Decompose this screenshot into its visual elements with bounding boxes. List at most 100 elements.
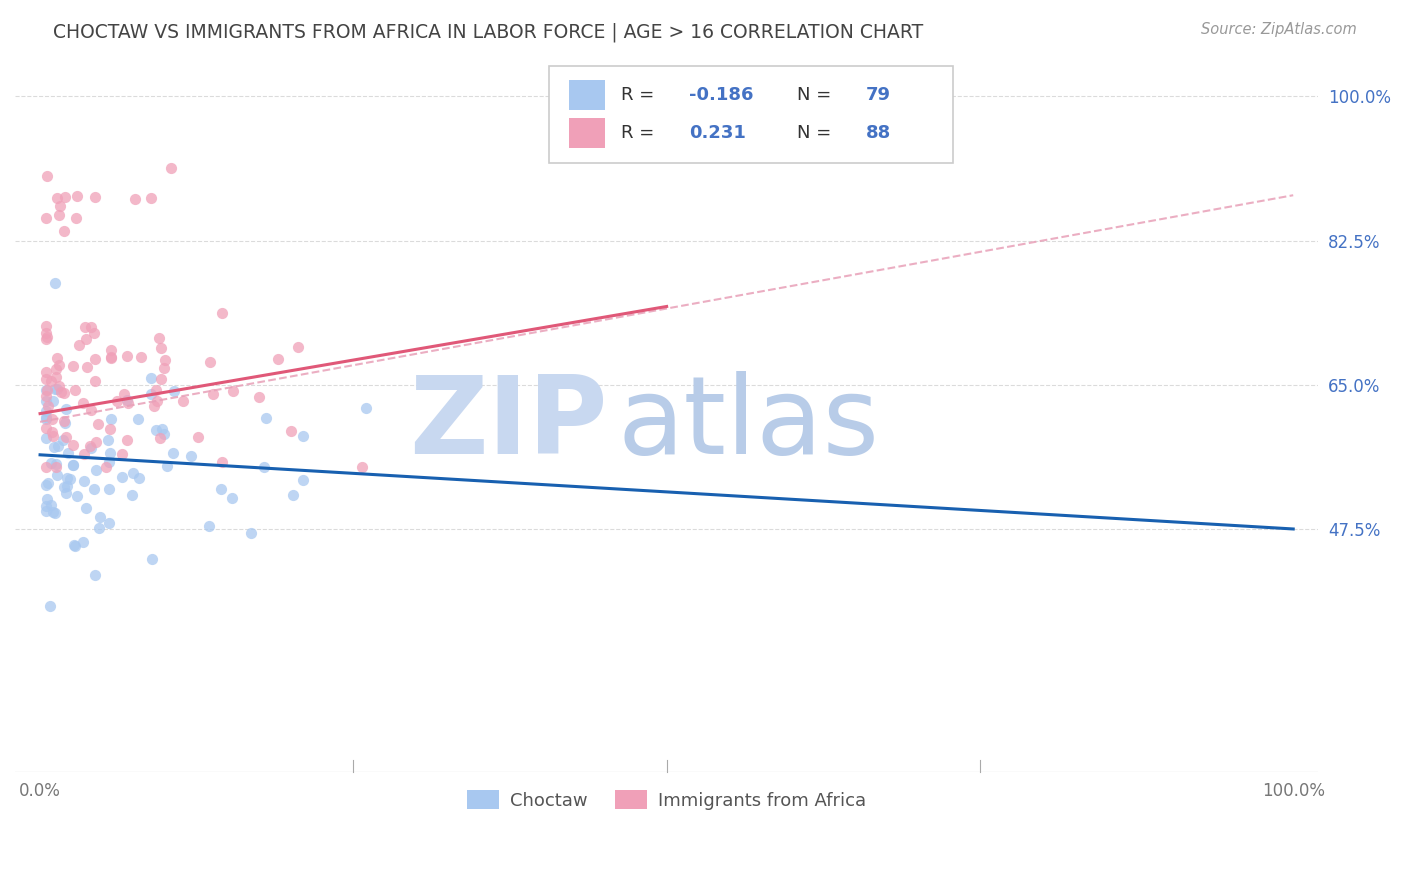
- Point: [35, 326, 58, 341]
- Point: [112, 387, 135, 401]
- Point: [52, 224, 75, 238]
- Point: [100, 412, 122, 426]
- Point: [84, 462, 107, 476]
- Point: [56, 479, 79, 493]
- Point: [97, 482, 120, 496]
- Point: [121, 488, 143, 502]
- Point: [84, 190, 107, 204]
- Point: [35, 389, 58, 403]
- Point: [146, 394, 169, 409]
- Point: [45, 460, 67, 475]
- Point: [35, 211, 58, 226]
- Point: [84, 567, 107, 582]
- Text: R =: R =: [621, 87, 659, 104]
- Point: [148, 331, 170, 345]
- Point: [42, 393, 65, 408]
- Point: [35, 332, 58, 346]
- Point: [76, 360, 98, 375]
- Point: [45, 468, 67, 483]
- Point: [94, 460, 117, 475]
- Text: Source: ZipAtlas.com: Source: ZipAtlas.com: [1201, 22, 1357, 37]
- Point: [100, 343, 122, 357]
- Point: [63, 383, 86, 397]
- Point: [127, 412, 149, 426]
- Point: [89, 510, 111, 524]
- Point: [46, 191, 69, 205]
- Point: [44, 506, 66, 520]
- Point: [75, 332, 97, 346]
- Point: [72, 396, 94, 410]
- Point: [38, 599, 60, 613]
- Point: [291, 473, 314, 487]
- Point: [111, 470, 134, 484]
- Point: [150, 342, 173, 356]
- Point: [65, 211, 87, 225]
- Point: [354, 401, 377, 416]
- Point: [35, 169, 58, 184]
- Point: [105, 393, 128, 408]
- Point: [52, 386, 75, 401]
- Point: [280, 424, 302, 438]
- Point: [117, 349, 139, 363]
- Point: [62, 458, 84, 472]
- FancyBboxPatch shape: [550, 66, 953, 162]
- Point: [283, 488, 305, 502]
- Point: [44, 382, 66, 396]
- Bar: [569, 80, 606, 111]
- Point: [62, 359, 84, 374]
- Point: [42, 440, 65, 454]
- Point: [222, 384, 245, 398]
- Point: [83, 482, 105, 496]
- Point: [45, 362, 67, 376]
- Point: [211, 306, 233, 320]
- Text: ZIP: ZIP: [409, 371, 607, 477]
- Text: -0.186: -0.186: [689, 87, 754, 104]
- Point: [67, 338, 90, 352]
- Point: [201, 386, 224, 401]
- Point: [52, 433, 75, 447]
- Point: [53, 414, 76, 428]
- Point: [87, 521, 110, 535]
- Point: [142, 399, 165, 413]
- Point: [35, 431, 58, 445]
- Point: [100, 446, 122, 460]
- Point: [100, 351, 122, 366]
- Point: [44, 277, 66, 291]
- Point: [145, 383, 167, 397]
- Point: [56, 446, 79, 460]
- Point: [292, 429, 315, 443]
- Point: [209, 482, 232, 496]
- Point: [155, 353, 177, 368]
- Point: [41, 411, 63, 425]
- Point: [267, 352, 290, 367]
- Point: [62, 438, 84, 452]
- Point: [73, 447, 96, 461]
- Point: [139, 371, 162, 385]
- Point: [35, 330, 58, 344]
- Point: [84, 352, 107, 367]
- Point: [211, 455, 233, 469]
- Point: [42, 505, 65, 519]
- Point: [45, 351, 67, 365]
- Point: [128, 471, 150, 485]
- Point: [41, 425, 63, 439]
- Point: [51, 385, 73, 400]
- Point: [98, 421, 121, 435]
- Point: [35, 503, 58, 517]
- Point: [48, 208, 70, 222]
- Point: [35, 404, 58, 418]
- Point: [59, 472, 82, 486]
- Point: [55, 430, 77, 444]
- Point: [100, 350, 122, 364]
- Point: [240, 526, 263, 541]
- Point: [98, 516, 121, 530]
- Legend: Choctaw, Immigrants from Africa: Choctaw, Immigrants from Africa: [460, 782, 873, 817]
- Point: [45, 457, 67, 471]
- Text: atlas: atlas: [617, 371, 879, 477]
- Point: [45, 383, 67, 397]
- Point: [79, 439, 101, 453]
- Point: [35, 491, 58, 506]
- Text: 79: 79: [866, 87, 891, 104]
- Point: [253, 459, 276, 474]
- Point: [53, 417, 76, 431]
